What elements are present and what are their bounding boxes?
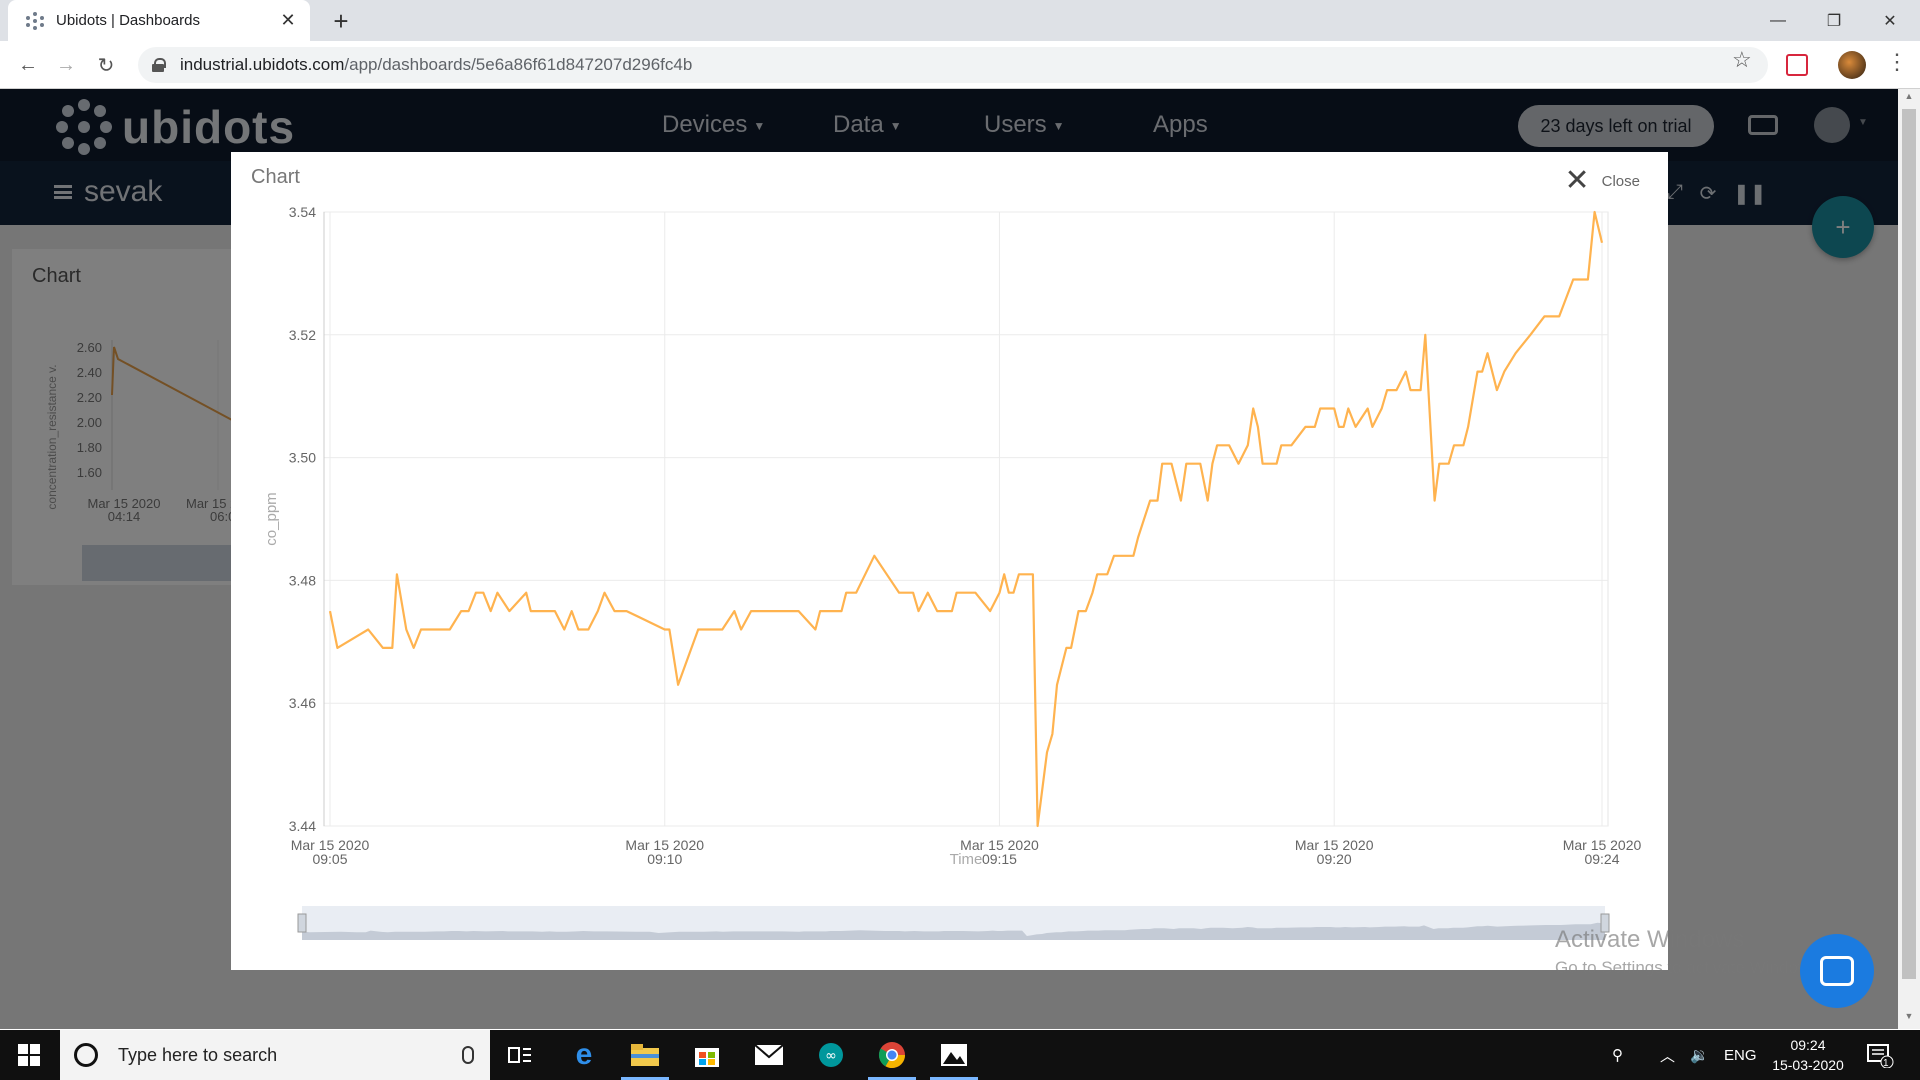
- task-view-icon[interactable]: [502, 1038, 538, 1072]
- notification-count: 1: [1883, 1058, 1889, 1069]
- back-icon[interactable]: ←: [18, 53, 38, 76]
- minimize-icon[interactable]: —: [1770, 11, 1786, 29]
- close-icon[interactable]: ✕: [1564, 164, 1590, 197]
- close-label: Close: [1601, 172, 1640, 190]
- taskbar-search[interactable]: Type here to search: [60, 1030, 490, 1080]
- address-bar: ← → ↻ industrial.ubidots.com/app/dashboa…: [0, 41, 1920, 89]
- x-tick-date: Mar 15 2020: [291, 837, 370, 853]
- notifications-icon[interactable]: 1: [1866, 1030, 1894, 1080]
- activation-watermark: Activate Windows Go to Settings to activ…: [1555, 926, 1823, 978]
- x-tick-date: Mar 15 2020: [1295, 837, 1374, 853]
- navigator-handle-left[interactable]: [297, 913, 307, 933]
- chat-icon: [1820, 956, 1854, 986]
- browser-profile-icon[interactable]: [1838, 51, 1866, 79]
- plot-area: [323, 211, 1609, 827]
- scroll-up-icon[interactable]: ▲: [1904, 91, 1914, 101]
- url-input[interactable]: industrial.ubidots.com/app/dashboards/5e…: [138, 47, 1768, 83]
- chart-modal: Chart ✕ Close 3.44 3.46 3.48 3.50 3.52 3.54 Ma…: [231, 152, 1668, 970]
- system-clock[interactable]: 09:24 15-03-2020: [1770, 1035, 1846, 1075]
- x-tick-time: 09:05: [312, 851, 347, 867]
- y-tick-label: 3.46: [289, 695, 316, 711]
- page-scrollbar[interactable]: ▲ ▼: [1898, 89, 1920, 1029]
- chrome-icon[interactable]: [868, 1038, 916, 1080]
- navigator-handle-right[interactable]: [1600, 913, 1610, 933]
- bookmark-star-icon[interactable]: ☆: [1732, 47, 1752, 72]
- window-close-icon[interactable]: ✕: [1883, 12, 1897, 30]
- ubidots-favicon-icon: [26, 11, 44, 30]
- mail-icon[interactable]: [751, 1038, 787, 1072]
- forward-icon[interactable]: →: [56, 53, 76, 76]
- lock-icon: [152, 58, 166, 72]
- modal-title: Chart: [251, 166, 300, 188]
- photos-icon[interactable]: [930, 1038, 978, 1080]
- cortana-icon: [74, 1043, 98, 1067]
- clock-time: 09:24: [1790, 1037, 1826, 1053]
- microphone-icon[interactable]: [462, 1046, 474, 1064]
- line-layer: [328, 210, 1604, 828]
- series-line-co_ppm[interactable]: [328, 210, 1604, 828]
- x-tick-date: Mar 15 2020: [625, 837, 704, 853]
- search-placeholder: Type here to search: [118, 1044, 278, 1065]
- file-explorer-icon[interactable]: [621, 1038, 669, 1080]
- y-tick-label: 3.50: [289, 450, 316, 466]
- arduino-icon[interactable]: ∞: [813, 1038, 849, 1072]
- clock-date: 15-03-2020: [1772, 1057, 1844, 1073]
- reload-icon[interactable]: ↻: [97, 54, 115, 77]
- browser-tab-strip: Ubidots | Dashboards ✕ + — ❐ ✕: [0, 0, 1920, 41]
- x-tick-time: 09:24: [1584, 851, 1619, 867]
- scroll-thumb[interactable]: [1902, 109, 1916, 979]
- x-tick-date: Mar 15 2020: [960, 837, 1039, 853]
- new-tab-button[interactable]: +: [333, 6, 349, 36]
- y-tick-label: 3.54: [289, 204, 316, 220]
- url-host: industrial.ubidots.com: [180, 55, 345, 74]
- browser-tab[interactable]: Ubidots | Dashboards ✕: [8, 0, 310, 41]
- windows-start-icon[interactable]: [18, 1044, 40, 1066]
- language-indicator[interactable]: ENG: [1724, 1046, 1757, 1064]
- store-icon[interactable]: [689, 1038, 725, 1072]
- extension-icon[interactable]: [1786, 54, 1808, 76]
- tray-chevron-icon[interactable]: ︿: [1660, 1047, 1676, 1065]
- y-tick-label: 3.44: [289, 818, 316, 834]
- grid-layer: [323, 211, 1609, 827]
- x-tick-time: 09:20: [1317, 851, 1352, 867]
- browser-menu-icon[interactable]: ⋮: [1886, 49, 1908, 74]
- watermark-title: Activate Windows: [1555, 926, 1745, 953]
- y-tick-label: 3.52: [289, 327, 316, 343]
- volume-icon[interactable]: 🔉: [1690, 1047, 1709, 1064]
- taskbar: Type here to search e ∞ ⚲ ︿ 🔉 ENG 09:24 …: [0, 1030, 1920, 1080]
- x-tick-time: 09:10: [647, 851, 682, 867]
- svg-text:∞: ∞: [825, 1048, 837, 1064]
- close-button[interactable]: ✕ Close: [1565, 166, 1641, 196]
- url-path: /app/dashboards/5e6a86f61d847207d296fc4b: [344, 55, 693, 74]
- x-tick-date: Mar 15 2020: [1563, 837, 1642, 853]
- y-axis-label: co_ppm: [263, 492, 280, 545]
- tab-close-icon[interactable]: ✕: [280, 10, 296, 30]
- chat-button[interactable]: [1800, 934, 1874, 1008]
- y-tick-label: 3.48: [289, 572, 316, 588]
- scroll-down-icon[interactable]: ▼: [1904, 1011, 1914, 1021]
- tab-title: Ubidots | Dashboards: [56, 12, 200, 29]
- x-tick-time: 09:15: [982, 851, 1017, 867]
- navigator-area: [302, 922, 1605, 940]
- watermark-subtitle: Go to Settings to activate Windows.: [1555, 958, 1824, 977]
- edge-icon[interactable]: e: [575, 1038, 593, 1071]
- people-icon[interactable]: ⚲: [1612, 1047, 1623, 1064]
- x-axis-label: Time: [950, 851, 983, 868]
- range-navigator[interactable]: [297, 906, 1610, 940]
- restore-icon[interactable]: ❐: [1826, 12, 1842, 30]
